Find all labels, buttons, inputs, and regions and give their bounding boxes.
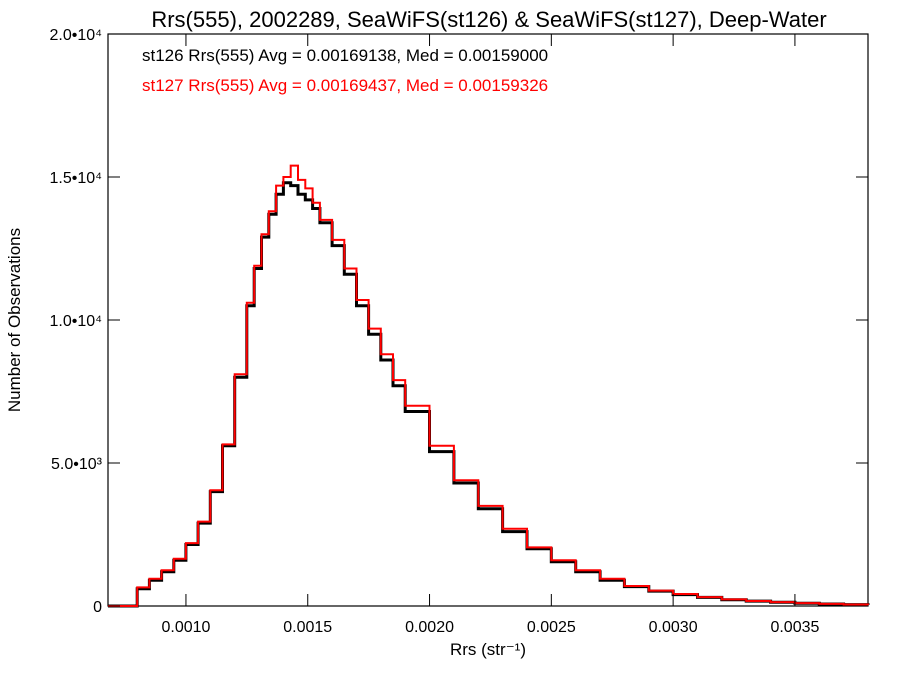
plot-frame	[107, 33, 869, 607]
annotation-st126-stats: st126 Rrs(555) Avg = 0.00169138, Med = 0…	[142, 46, 548, 65]
x-axis-label: Rrs (str⁻¹)	[450, 640, 526, 659]
x-tick-label-0.0035: 0.0035	[770, 619, 819, 636]
x-tick-label-0.0010: 0.0010	[161, 619, 210, 636]
series-layer	[108, 164, 870, 608]
x-tick-label-0.0015: 0.0015	[283, 619, 332, 636]
series-line-st127	[108, 164, 869, 607]
annotation-st127-stats: st127 Rrs(555) Avg = 0.00169437, Med = 0…	[142, 76, 548, 95]
y-tick-label-10000: 1.0•10⁴	[49, 313, 102, 330]
series-line-st126	[108, 181, 870, 608]
y-tick-label-5000: 5.0•10³	[51, 456, 103, 473]
y-tick-label-15000: 1.5•10⁴	[49, 170, 102, 187]
y-tick-label-20000: 2.0•10⁴	[49, 27, 102, 44]
x-tick-label-0.0025: 0.0025	[527, 619, 576, 636]
y-axis-label: Number of Observations	[5, 228, 24, 412]
chart-title: Rrs(555), 2002289, SeaWiFS(st126) & SeaW…	[151, 7, 826, 32]
y-tick-label-0: 0	[93, 599, 102, 616]
x-tick-label-0.0030: 0.0030	[649, 619, 698, 636]
x-tick-label-0.0020: 0.0020	[405, 619, 454, 636]
axis-layer: 0.0010 0.0015 0.0020 0.0025 0.0030 0.0035 0 5.0…	[49, 27, 868, 636]
